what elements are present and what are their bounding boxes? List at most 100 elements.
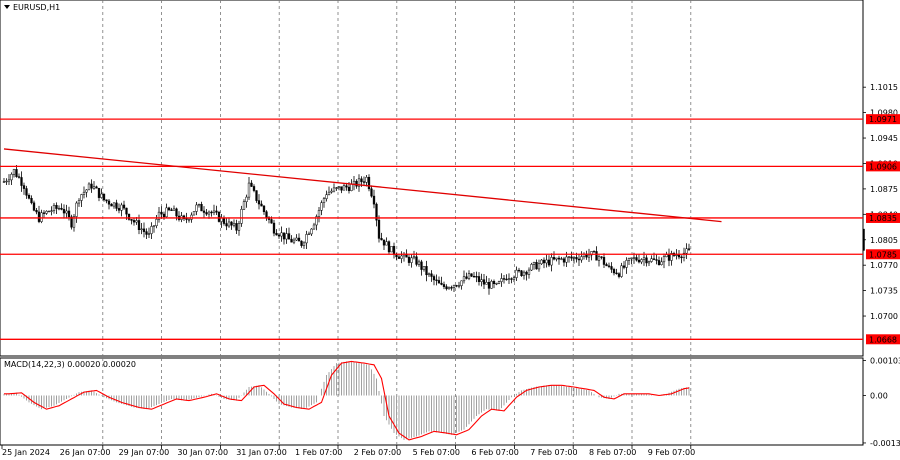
- candle-body: [342, 185, 346, 191]
- candle-body: [507, 278, 511, 280]
- macd-axis: 0.00103 0.00 -0.00139: [863, 356, 900, 448]
- candle-body: [210, 211, 213, 214]
- candle-body: [85, 189, 88, 193]
- candle-body: [115, 202, 118, 209]
- candle-body: [565, 256, 568, 263]
- candle-body: [520, 270, 523, 276]
- candle-body: [150, 226, 153, 234]
- dropdown-triangle-icon[interactable]: [4, 5, 10, 9]
- candle-body: [202, 210, 206, 213]
- window-title[interactable]: EURUSD,H1: [4, 3, 60, 12]
- candle-body: [50, 210, 53, 212]
- candle-body: [10, 173, 13, 181]
- macd-histogram: [3, 361, 690, 440]
- candle-body: [75, 202, 78, 217]
- candle-body: [407, 256, 411, 263]
- candle-body: [72, 216, 76, 228]
- candle-body: [660, 261, 663, 266]
- candle-body: [302, 242, 306, 246]
- candle-body: [7, 179, 11, 182]
- candle-body: [537, 263, 541, 270]
- candle-body: [630, 257, 633, 259]
- candle-body: [247, 182, 251, 198]
- candle-body: [430, 273, 433, 277]
- candle-body: [145, 231, 148, 235]
- candle-body: [435, 279, 438, 281]
- candle-body: [297, 237, 301, 242]
- candle-body: [432, 276, 436, 281]
- candle-body: [462, 276, 466, 282]
- candle-body: [305, 234, 308, 244]
- candle-body: [527, 269, 531, 275]
- candle-body: [20, 177, 23, 186]
- main-grid: [102, 0, 692, 356]
- macd-signal-line: [4, 360, 690, 441]
- candle-body: [390, 246, 393, 253]
- macd-pane-border: [0, 357, 864, 446]
- candle-body: [575, 257, 578, 260]
- candle-body: [457, 285, 461, 287]
- candle-body: [35, 210, 38, 213]
- candle-body: [555, 257, 558, 260]
- candle-body: [225, 223, 228, 227]
- level-price-tag: [866, 249, 900, 260]
- candle-body: [272, 222, 276, 234]
- candle-body: [12, 169, 16, 175]
- candle-body: [625, 260, 628, 268]
- candle-body: [515, 269, 518, 278]
- candle-body: [325, 194, 328, 199]
- level-price-label: 1.0835: [869, 214, 897, 223]
- y-tick-label: 1.1015: [870, 83, 898, 92]
- candle-body: [570, 256, 573, 259]
- candle-body: [337, 186, 341, 188]
- level-lines[interactable]: [0, 118, 863, 340]
- candle-body: [27, 194, 31, 199]
- x-tick-label: 6 Feb 07:00: [471, 448, 518, 457]
- candle-body: [545, 259, 548, 264]
- candle-body: [135, 220, 138, 223]
- candle-body: [222, 217, 226, 224]
- candle-body: [550, 257, 553, 266]
- candle-body: [240, 209, 243, 224]
- candle-body: [645, 257, 648, 264]
- candle-body: [610, 266, 613, 270]
- candle-body: [657, 260, 661, 266]
- candle-body: [677, 254, 681, 258]
- level-price-tag: [866, 114, 900, 125]
- candle-body: [130, 219, 133, 221]
- candle-body: [37, 211, 41, 222]
- downtrend-line[interactable]: [3, 148, 722, 223]
- candle-body: [300, 240, 303, 246]
- trend-line[interactable]: [3, 148, 722, 223]
- candle-body: [522, 271, 526, 276]
- x-tick-label: 26 Jan 07:00: [60, 448, 111, 457]
- candle-body: [57, 207, 61, 210]
- candle-body: [5, 180, 8, 183]
- candle-body: [315, 216, 318, 226]
- candle-body: [490, 281, 493, 289]
- candle-body: [252, 186, 256, 191]
- candle-body: [560, 258, 563, 260]
- candle-body: [265, 211, 268, 218]
- x-tick-label: 2 Feb 07:00: [354, 448, 401, 457]
- main-pane-border: [0, 0, 864, 357]
- candle-body: [382, 239, 386, 246]
- candle-body: [200, 204, 203, 212]
- candle-body: [562, 258, 566, 263]
- candle-body: [472, 275, 476, 278]
- candle-body: [602, 257, 606, 265]
- candle-body: [292, 239, 296, 243]
- candle-body: [605, 264, 608, 267]
- candle-body: [322, 198, 326, 203]
- x-tick-label: 8 Feb 07:00: [589, 448, 636, 457]
- candle-body: [410, 257, 413, 263]
- candle-body: [290, 238, 293, 243]
- candle-body: [295, 237, 298, 241]
- symbol-timeframe-label: EURUSD,H1: [13, 3, 60, 12]
- candle-body: [140, 228, 143, 230]
- candle-body: [155, 219, 158, 226]
- candle-body: [17, 176, 21, 178]
- candle-body: [25, 188, 28, 196]
